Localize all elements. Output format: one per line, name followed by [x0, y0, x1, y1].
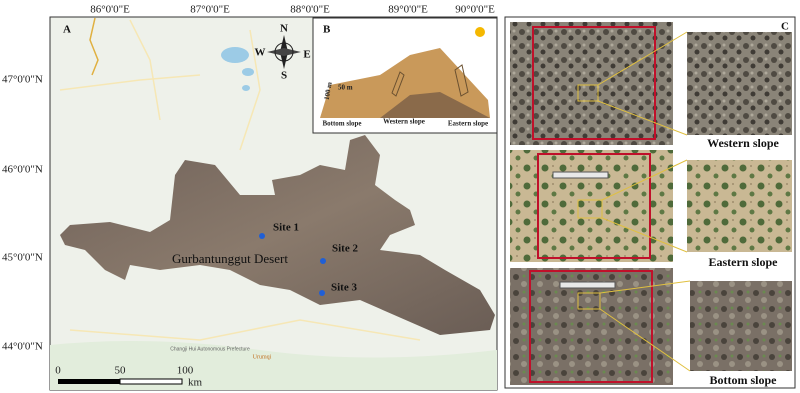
site-marker	[319, 290, 325, 296]
longitude-label: 89°0'0"E	[388, 4, 428, 16]
panel-label: C	[781, 21, 789, 33]
road	[59, 19, 421, 341]
zoom-line	[599, 280, 691, 372]
desert-area	[60, 135, 495, 335]
border	[89, 17, 99, 76]
photo	[510, 150, 673, 262]
dimension-label: 100 m	[323, 81, 334, 100]
scale-bar: 0 50 100 km	[55, 365, 202, 389]
compass-label: N	[280, 23, 288, 35]
latitude-label: 45°0'0"N	[2, 252, 43, 264]
slope-shape	[380, 92, 490, 118]
zoom-box	[577, 84, 599, 102]
panel-label: A	[63, 24, 71, 36]
longitude-label: 88°0'0"E	[290, 4, 330, 16]
zoom-line	[601, 159, 688, 253]
slope-label: Western slope	[383, 118, 425, 126]
photo-zoom	[687, 160, 792, 252]
place-label: Changji Hui Autonomous Prefecture	[170, 346, 250, 352]
longitude-label: 86°0'0"E	[90, 4, 130, 16]
scale-unit: km	[188, 377, 203, 389]
compass: N S W E	[255, 23, 311, 82]
plot-frame	[537, 153, 651, 259]
scale-label: 0	[55, 365, 61, 377]
longitude-label: 87°0'0"E	[190, 4, 230, 16]
slope-label: Eastern slope	[709, 255, 779, 269]
terrain	[50, 341, 497, 390]
compass-label: E	[303, 49, 310, 61]
zoom-box	[577, 199, 603, 219]
plot-frame	[532, 26, 656, 140]
scale-label: 100	[177, 365, 194, 377]
ruler	[552, 171, 609, 179]
plot-outline	[454, 64, 469, 97]
site-label: Site 1	[273, 222, 299, 234]
lake	[221, 47, 249, 63]
panel-c: C Western slope Eastern slope Bottom slo…	[504, 16, 796, 389]
lake	[242, 85, 250, 91]
slope-label: Bottom slope	[710, 373, 778, 387]
slope-label: Eastern slope	[448, 120, 488, 128]
site-marker	[259, 233, 265, 239]
plot-frame	[529, 270, 653, 383]
compass-label: W	[255, 47, 266, 59]
site-label: Site 3	[331, 282, 357, 294]
lake	[242, 68, 254, 76]
dimension-label: 50 m	[338, 84, 353, 92]
panel-b: B 50 m 100 m Bottom slope Western slope …	[312, 17, 498, 134]
desert-label: Gurbantunggut Desert	[172, 251, 288, 266]
latitude-label: 46°0'0"N	[2, 164, 43, 176]
slope-label: Western slope	[707, 136, 779, 150]
latitude-label: 44°0'0"N	[2, 341, 43, 353]
longitude-label: 90°0'0"E	[455, 4, 495, 16]
panel-label: B	[323, 24, 331, 36]
site-label: Site 2	[332, 243, 358, 255]
photo-zoom	[690, 281, 792, 371]
sun	[475, 27, 485, 37]
zoom-line	[597, 31, 688, 136]
latitude-label: 47°0'0"N	[2, 74, 43, 86]
zoom-box	[577, 292, 601, 310]
photo	[510, 22, 673, 145]
ruler	[559, 281, 616, 289]
place-label: Urumqi	[253, 354, 272, 360]
scale-label: 50	[115, 365, 127, 377]
plot-outline	[391, 71, 405, 97]
photo-zoom	[687, 32, 792, 135]
slope-label: Bottom slope	[322, 120, 361, 128]
compass-label: S	[281, 70, 287, 82]
site-marker	[320, 258, 326, 264]
